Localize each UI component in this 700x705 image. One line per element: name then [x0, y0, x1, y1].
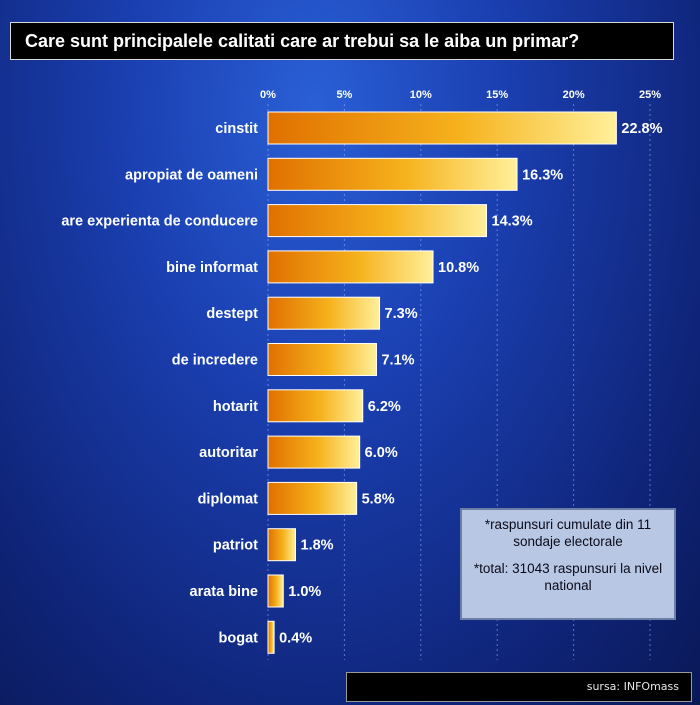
category-label: arata bine [190, 584, 259, 600]
value-label: 14.3% [492, 214, 533, 230]
x-tick-label: 0% [260, 89, 276, 101]
note-box: *raspunsuri cumulate din 11 sondaje elec… [460, 508, 676, 620]
bar-bine-informat [267, 250, 434, 284]
value-label: 7.3% [385, 306, 418, 322]
bar-bogat [267, 620, 275, 654]
bar-apropiat-de-oameni [267, 157, 518, 191]
category-label: destept [206, 306, 258, 322]
x-tick-label: 5% [336, 89, 352, 101]
bars [267, 111, 617, 654]
value-label: 6.2% [368, 399, 401, 415]
value-label: 6.0% [365, 445, 398, 461]
category-label: diplomat [198, 491, 259, 507]
chart-title: Care sunt principalele calitati care ar … [10, 22, 674, 60]
value-label: 16.3% [522, 167, 563, 183]
bar-de-incredere [267, 343, 377, 376]
value-label: 22.8% [621, 121, 662, 137]
category-label: bine informat [166, 260, 258, 276]
category-label: bogat [219, 630, 259, 646]
value-label: 1.0% [288, 584, 321, 600]
value-label: 1.8% [301, 538, 334, 554]
value-labels: 22.8% 16.3% 14.3% 10.8% 7.3% 7.1% 6.2% 6.0% 5.8%… [279, 121, 662, 646]
x-tick-label: 15% [486, 89, 508, 101]
value-label: 5.8% [362, 491, 395, 507]
x-tick-label: 25% [639, 89, 661, 101]
note-line-1: *raspunsuri cumulate din 11 sondaje elec… [484, 517, 652, 549]
source-label: sursa: INFOmass [346, 672, 692, 702]
x-axis-ticks: 0% 5% 10% 15% 20% 25% [260, 89, 661, 101]
bar-are-experienta-de-conducere [267, 204, 488, 238]
x-tick-label: 10% [410, 89, 432, 101]
bar-diplomat [267, 481, 358, 515]
category-label: hotarit [213, 399, 258, 415]
category-label: autoritar [199, 445, 258, 461]
bar-arata-bine [267, 574, 284, 608]
bar-destept [267, 296, 381, 330]
category-label: apropiat de oameni [125, 167, 258, 183]
bar-cinstit [267, 111, 617, 145]
category-labels: cinstit apropiat de oameni are experienta … [61, 121, 258, 646]
category-label: cinstit [215, 121, 258, 137]
bar-autoritar [267, 435, 361, 469]
value-label: 0.4% [279, 630, 312, 646]
category-label: patriot [213, 538, 258, 554]
value-label: 10.8% [438, 260, 479, 276]
category-label: are experienta de conducere [61, 214, 258, 230]
bar-patriot [267, 528, 297, 562]
value-label: 7.1% [381, 353, 414, 369]
note-line-2: *total: 31043 raspunsuri la nivel nation… [473, 561, 663, 593]
category-label: de incredere [172, 353, 258, 369]
x-tick-label: 20% [563, 89, 585, 101]
bar-hotarit [267, 389, 364, 423]
